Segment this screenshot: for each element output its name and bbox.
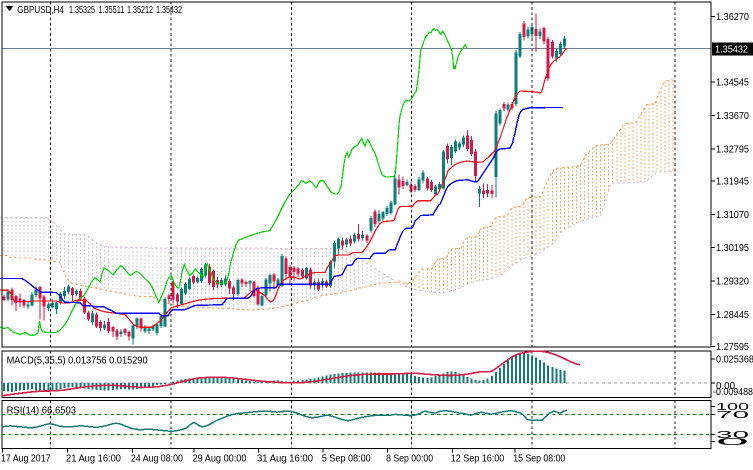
svg-text:1.34545: 1.34545 [716, 78, 749, 89]
svg-text:21 Aug 16:00: 21 Aug 16:00 [66, 454, 121, 465]
svg-text:0: 0 [716, 437, 752, 448]
svg-text:RSI(14) 66.6503: RSI(14) 66.6503 [7, 405, 77, 416]
svg-text:8 Sep 00:00: 8 Sep 00:00 [386, 454, 433, 465]
svg-text:1.31070: 1.31070 [716, 210, 749, 221]
svg-text:GBPUSD,H4: GBPUSD,H4 [17, 5, 64, 16]
svg-text:5 Sep 08:00: 5 Sep 08:00 [322, 454, 371, 465]
svg-text:-0.009488: -0.009488 [713, 387, 753, 398]
svg-text:1.30195: 1.30195 [716, 243, 749, 254]
svg-text:1.35432: 1.35432 [156, 5, 182, 16]
svg-text:30: 30 [716, 430, 750, 441]
svg-text:31 Aug 16:00: 31 Aug 16:00 [257, 454, 313, 465]
svg-text:1.28445: 1.28445 [716, 310, 749, 321]
svg-text:1.35325: 1.35325 [69, 5, 95, 16]
svg-text:0.025368: 0.025368 [716, 355, 753, 366]
svg-text:12 Sep 16:00: 12 Sep 16:00 [451, 454, 505, 465]
svg-text:70: 70 [716, 410, 750, 421]
svg-text:0.00: 0.00 [716, 381, 735, 392]
svg-text:1.35212: 1.35212 [127, 5, 153, 16]
svg-text:1.27595: 1.27595 [716, 342, 749, 353]
svg-text:1.35432: 1.35432 [715, 44, 748, 55]
svg-text:1.33670: 1.33670 [716, 111, 749, 122]
svg-text:15 Sep 08:00: 15 Sep 08:00 [513, 454, 565, 465]
svg-text:24 Aug 08:00: 24 Aug 08:00 [131, 454, 183, 465]
svg-text:29 Aug 00:00: 29 Aug 00:00 [193, 454, 247, 465]
svg-text:1.36270: 1.36270 [716, 12, 749, 23]
svg-text:1.31945: 1.31945 [716, 177, 749, 188]
svg-text:1.29320: 1.29320 [716, 277, 749, 288]
svg-text:1.32795: 1.32795 [716, 144, 749, 155]
svg-text:17 Aug 2017: 17 Aug 2017 [1, 454, 51, 465]
svg-text:1.35511: 1.35511 [98, 5, 124, 16]
svg-text:100: 100 [716, 402, 750, 413]
svg-text:MACD(5,35,5) 0.013756 0.015290: MACD(5,35,5) 0.013756 0.015290 [7, 356, 148, 367]
